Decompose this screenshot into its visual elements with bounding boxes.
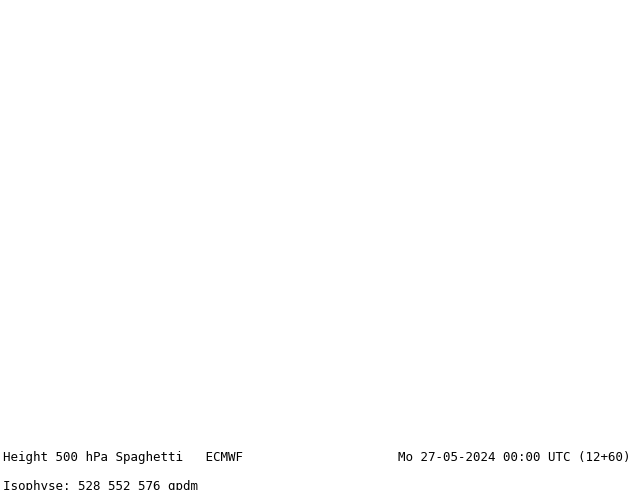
Text: Height 500 hPa Spaghetti   ECMWF: Height 500 hPa Spaghetti ECMWF [3,451,243,465]
Text: Mo 27-05-2024 00:00 UTC (12+60): Mo 27-05-2024 00:00 UTC (12+60) [398,451,631,465]
Text: Isophyse: 528 552 576 gpdm: Isophyse: 528 552 576 gpdm [3,480,198,490]
